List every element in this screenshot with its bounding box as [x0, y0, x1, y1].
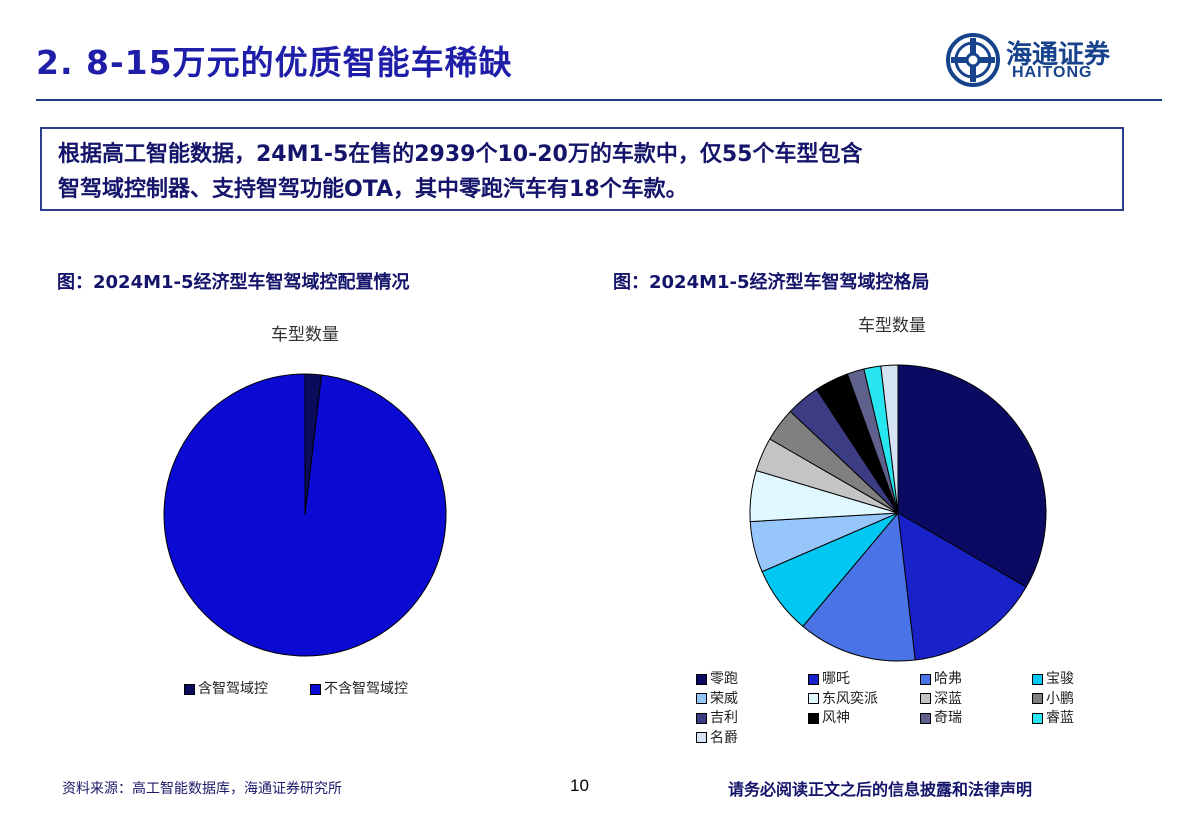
legend-label: 小鹏: [1046, 690, 1074, 707]
callout-line-2: 智驾域控制器、支持智驾功能OTA，其中零跑汽车有18个车款。: [58, 177, 688, 202]
legend-swatch: [696, 732, 707, 743]
legend-item-right-6: 深蓝: [920, 688, 962, 708]
pie-chart-left: 车型数量: [163, 325, 447, 657]
legend-swatch: [920, 673, 931, 685]
legend-label: 睿蓝: [1046, 710, 1074, 726]
logo-english-text: HAITONG: [1012, 64, 1093, 81]
pie-right-slices: [749, 364, 1047, 662]
legend-item-left-1: 不含智驾域控: [310, 678, 408, 698]
legend-label: 奇瑞: [934, 710, 962, 726]
legend-label: 风神: [822, 710, 850, 726]
legend-label: 零跑: [710, 671, 738, 687]
pie-right-legend: 零跑 哪吒 哈弗 宝骏荣威 东风奕派 深蓝 小鹏吉利 风神 奇瑞 睿蓝名爵: [696, 668, 1156, 748]
legend-label: 名爵: [710, 729, 738, 746]
haitong-logo: 海通证券 HAITONG: [944, 32, 1164, 88]
pie-right-slice-12: [880, 364, 899, 514]
pie-left-title: 车型数量: [271, 325, 339, 345]
header-divider: [36, 99, 1162, 101]
legend-swatch: [920, 693, 931, 704]
pie-left-slice-1: [163, 373, 447, 657]
legend-swatch: [920, 712, 931, 724]
figure-title-left: 图：2024M1-5经济型车智驾域控配置情况: [57, 272, 410, 293]
legend-swatch: [1032, 673, 1043, 685]
legend-swatch: [808, 712, 819, 724]
legend-item-right-11: 睿蓝: [1032, 707, 1074, 727]
page-title: 2. 8-15万元的优质智能车稀缺: [36, 43, 513, 82]
legend-swatch: [696, 693, 707, 704]
legend-item-right-0: 零跑: [696, 668, 738, 688]
legend-swatch: [1032, 712, 1043, 724]
legend-swatch: [696, 712, 707, 724]
legend-label: 哪吒: [822, 671, 850, 687]
legend-item-right-4: 荣威: [696, 688, 738, 708]
legend-label: 宝骏: [1046, 671, 1074, 687]
legend-label: 深蓝: [934, 690, 962, 707]
legend-item-right-9: 风神: [808, 707, 850, 727]
legend-label: 吉利: [710, 710, 738, 726]
callout-line-1: 根据高工智能数据，24M1-5在售的2939个10-20万的车款中，仅55个车型…: [58, 142, 863, 167]
disclaimer: 请务必阅读正文之后的信息披露和法律声明: [728, 780, 1033, 799]
legend-swatch: [1032, 693, 1043, 704]
legend-item-left-0: 含智驾域控: [184, 678, 268, 698]
pie-chart-right: 车型数量: [749, 316, 1047, 662]
legend-label: 不含智驾域控: [324, 681, 408, 697]
page-number: 10: [570, 776, 589, 795]
pie-left-legend: 含智驾域控 不含智驾域控: [184, 678, 484, 702]
legend-swatch: [808, 673, 819, 685]
legend-swatch: [184, 683, 195, 695]
legend-swatch: [696, 673, 707, 685]
pie-right-slice-0: [897, 364, 1047, 588]
legend-item-right-1: 哪吒: [808, 668, 850, 688]
legend-item-right-7: 小鹏: [1032, 688, 1074, 708]
legend-label: 荣威: [710, 690, 738, 707]
legend-item-right-5: 东风奕派: [808, 688, 878, 708]
legend-label: 含智驾域控: [198, 681, 268, 697]
legend-item-right-3: 宝骏: [1032, 668, 1074, 688]
pie-right-slice-1: [897, 512, 1027, 661]
figure-title-right: 图：2024M1-5经济型车智驾域控格局: [613, 272, 930, 293]
pie-right-slice-2: [802, 511, 916, 662]
legend-swatch: [808, 693, 819, 704]
legend-item-right-2: 哈弗: [920, 668, 962, 688]
legend-label: 哈弗: [934, 671, 962, 687]
legend-label: 东风奕派: [822, 690, 878, 707]
summary-callout: 根据高工智能数据，24M1-5在售的2939个10-20万的车款中，仅55个车型…: [40, 127, 1124, 211]
legend-item-right-8: 吉利: [696, 707, 738, 727]
legend-swatch: [310, 683, 321, 695]
source-note: 资料来源：高工智能数据库，海通证券研究所: [62, 781, 342, 797]
pie-right-title: 车型数量: [858, 316, 926, 336]
logo-chinese-text: 海通证券: [1006, 40, 1111, 70]
legend-item-right-12: 名爵: [696, 727, 738, 747]
haitong-emblem-icon: [946, 33, 1000, 87]
pie-left-slices: [163, 373, 447, 657]
legend-item-right-10: 奇瑞: [920, 707, 962, 727]
